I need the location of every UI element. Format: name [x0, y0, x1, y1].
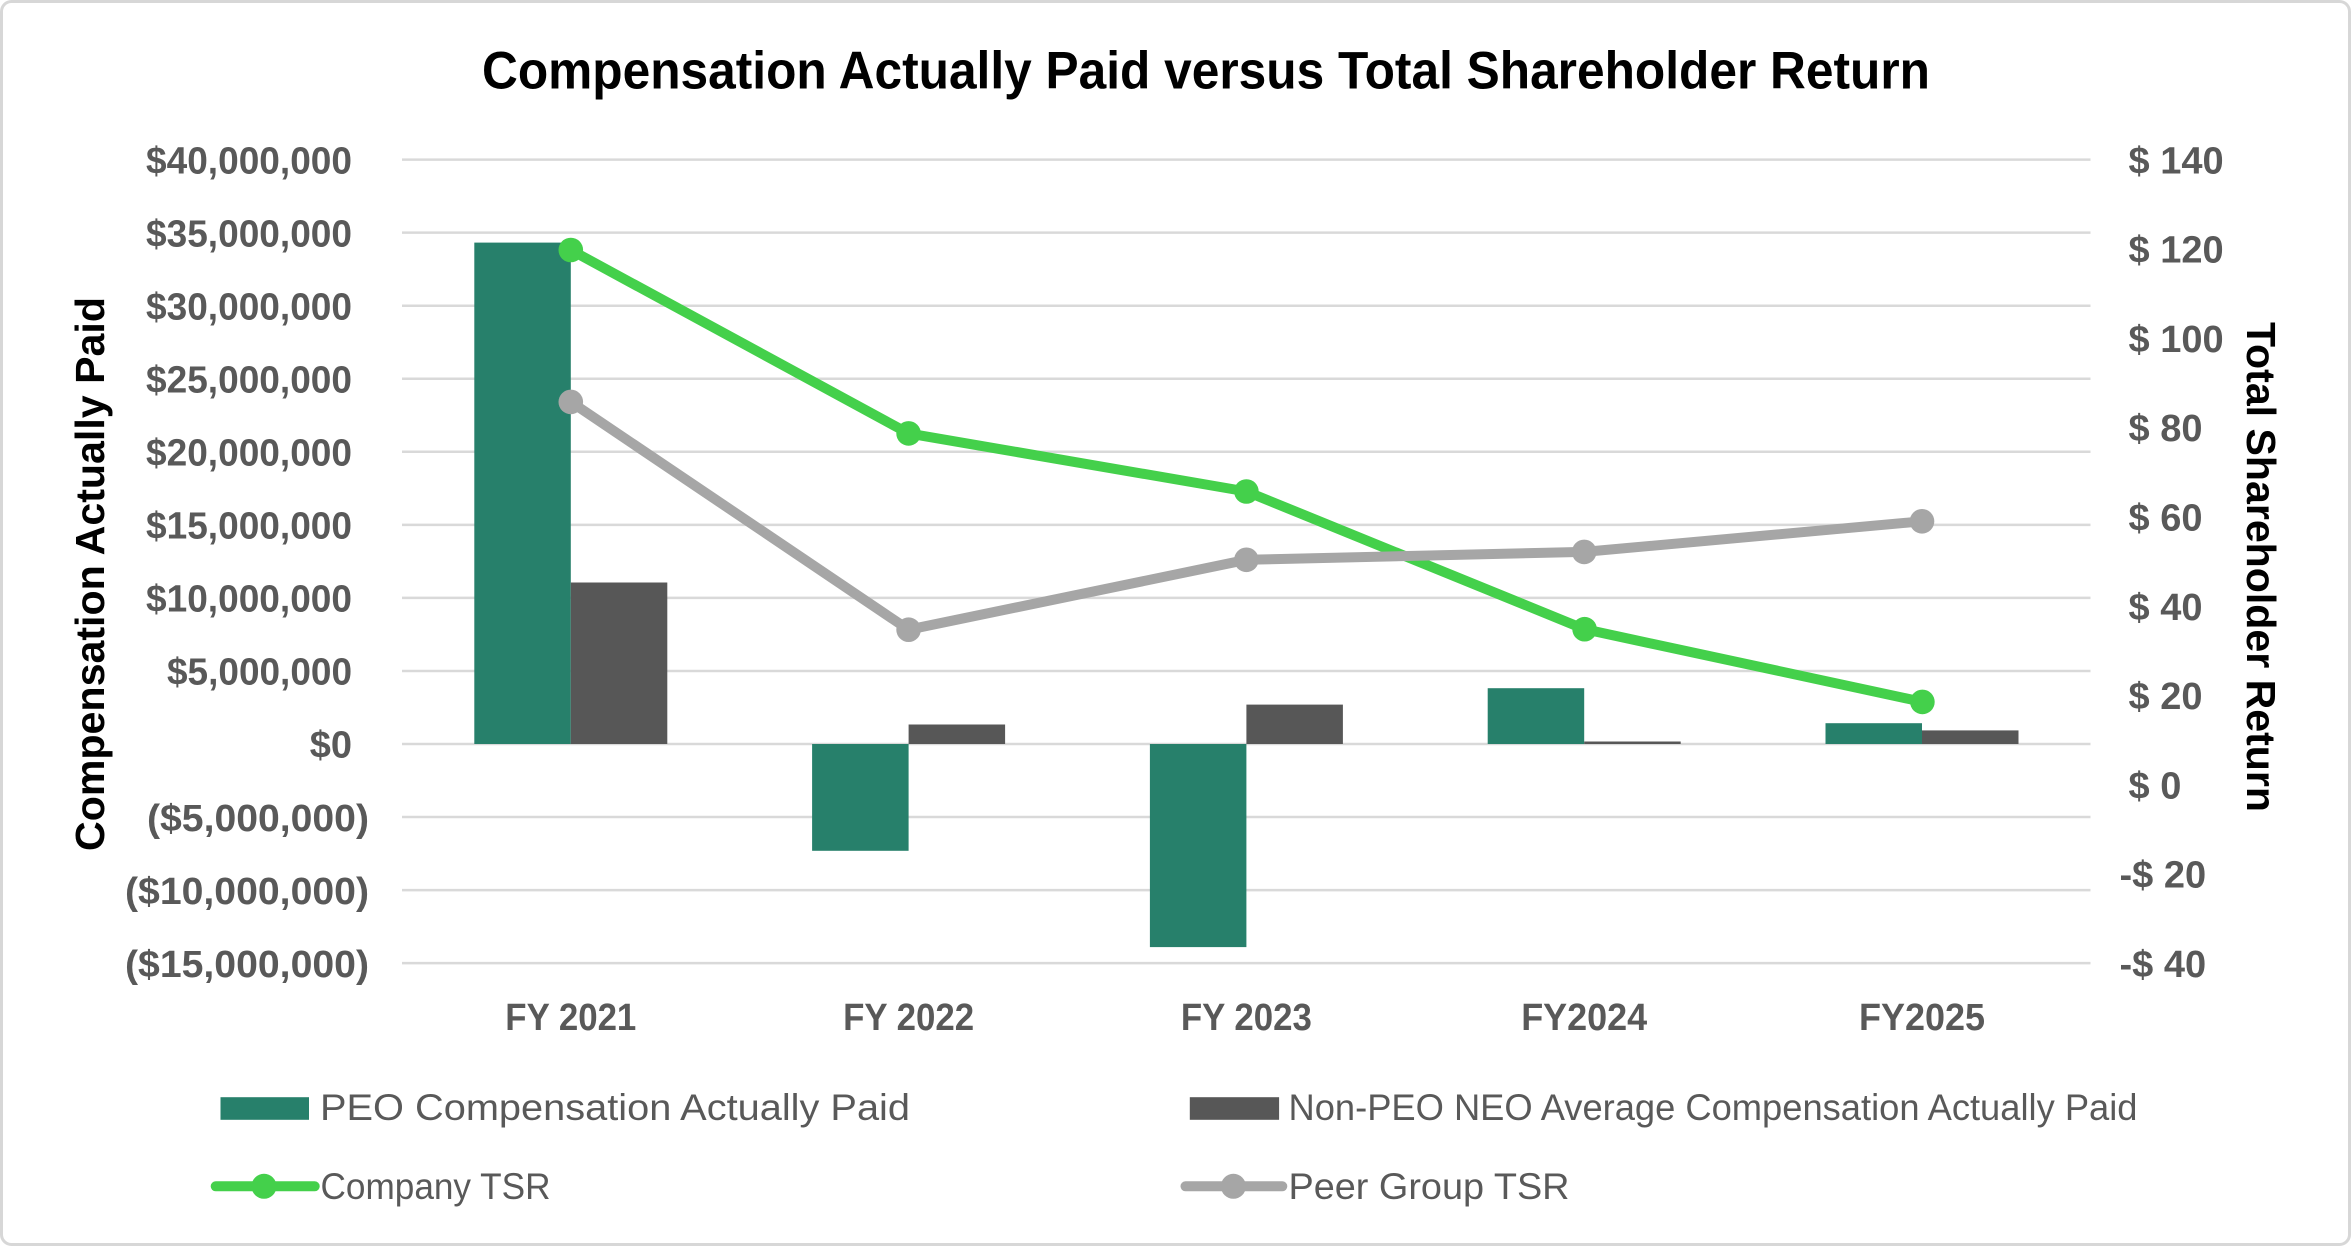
svg-text:FY 2021: FY 2021: [505, 997, 636, 1039]
svg-text:$15,000,000: $15,000,000: [146, 506, 352, 548]
svg-text:$ 80: $ 80: [2129, 408, 2203, 450]
svg-text:($10,000,000): ($10,000,000): [125, 871, 369, 913]
svg-text:$ 0: $ 0: [2129, 765, 2182, 807]
svg-text:$35,000,000: $35,000,000: [146, 213, 352, 255]
svg-text:$10,000,000: $10,000,000: [146, 579, 352, 621]
svg-text:$30,000,000: $30,000,000: [146, 286, 352, 328]
svg-text:Peer Group TSR: Peer Group TSR: [1289, 1166, 1570, 1207]
svg-text:($5,000,000): ($5,000,000): [147, 798, 369, 840]
svg-text:$ 140: $ 140: [2129, 140, 2224, 182]
svg-text:-$ 40: -$ 40: [2120, 944, 2207, 986]
svg-text:$20,000,000: $20,000,000: [146, 433, 352, 475]
svg-text:$40,000,000: $40,000,000: [146, 140, 352, 182]
svg-text:Non-PEO NEO Average Compensati: Non-PEO NEO Average Compensation Actuall…: [1289, 1087, 2138, 1128]
svg-text:FY 2023: FY 2023: [1181, 997, 1312, 1039]
svg-text:$ 120: $ 120: [2129, 230, 2224, 272]
svg-text:$ 60: $ 60: [2129, 498, 2203, 540]
svg-text:$5,000,000: $5,000,000: [167, 652, 352, 694]
svg-text:$0: $0: [310, 725, 352, 767]
svg-text:$25,000,000: $25,000,000: [146, 359, 352, 401]
svg-text:Company TSR: Company TSR: [321, 1166, 551, 1207]
svg-text:Compensation Actually Paid: Compensation Actually Paid: [67, 297, 113, 851]
svg-text:$ 100: $ 100: [2129, 319, 2224, 361]
svg-text:$ 40: $ 40: [2129, 587, 2203, 629]
svg-text:Compensation Actually Paid ver: Compensation Actually Paid versus Total …: [482, 42, 1930, 101]
svg-text:Total Shareholder Return: Total Shareholder Return: [2238, 322, 2284, 812]
svg-text:-$ 20: -$ 20: [2120, 855, 2207, 897]
svg-text:($15,000,000): ($15,000,000): [125, 944, 369, 986]
svg-text:FY2024: FY2024: [1521, 997, 1647, 1039]
svg-text:$ 20: $ 20: [2129, 676, 2203, 718]
svg-text:PEO Compensation Actually Paid: PEO Compensation Actually Paid: [320, 1087, 910, 1128]
svg-text:FY 2022: FY 2022: [843, 997, 974, 1039]
svg-text:FY2025: FY2025: [1859, 997, 1985, 1039]
